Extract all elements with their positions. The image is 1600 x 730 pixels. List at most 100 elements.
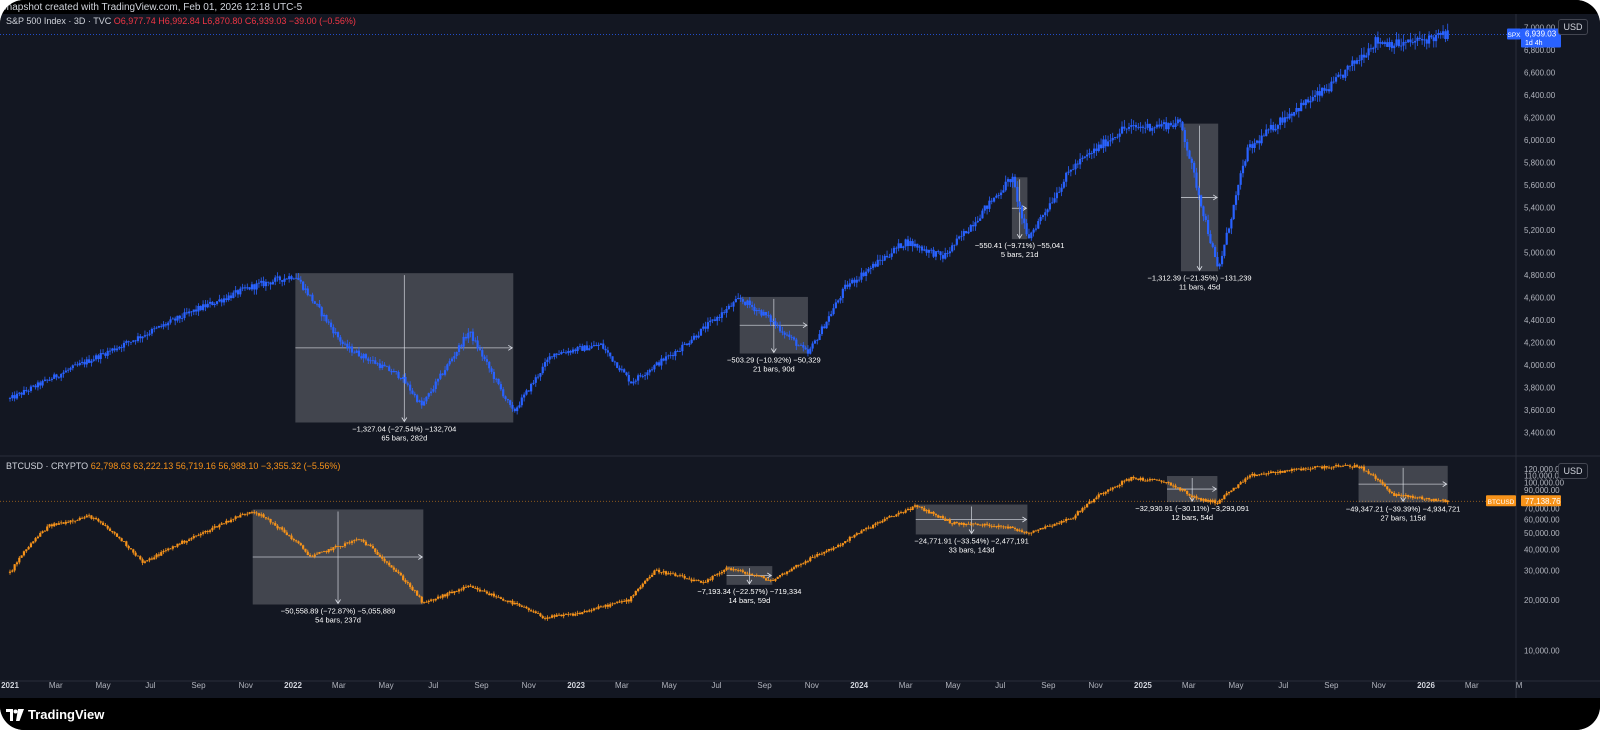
btc-candle-body [797,564,800,566]
btc-candle-body [711,575,714,580]
spx-candle-body [302,281,305,290]
btc-candle-body [865,528,868,530]
btc-candle-body [222,523,226,525]
btc-candle-body [481,590,484,592]
btc-candle-body [467,585,470,587]
btc-candle-body [504,600,507,602]
spx-candle-body [157,325,160,328]
spx-legend-symbol[interactable]: S&P 500 Index · 3D · TVC [6,16,112,26]
spx-candle-body [1365,55,1368,58]
spx-candle-body [932,249,935,257]
spx-candle-body [744,301,747,305]
btc-candle-body [1325,466,1328,468]
spx-candle-body [760,310,763,316]
spx-candle-body [1300,102,1303,112]
btc-candle-body [1337,465,1340,467]
btc-legend[interactable]: BTCUSD · CRYPTO 62,798.63 63,222.13 56,7… [6,461,340,471]
spx-candle-body [1341,74,1345,78]
spx-currency-button[interactable]: USD [1558,19,1588,35]
spx-candle-body [1088,153,1091,155]
spx-candle-body [346,343,349,349]
btc-candle-body [167,548,170,551]
spx-candle-body [916,243,919,248]
spx-candle-body [1102,139,1105,149]
spx-candle-body [1218,264,1221,267]
btc-legend-symbol[interactable]: BTCUSD · CRYPTO [6,461,89,471]
btc-candle-body [555,614,558,617]
chart-area[interactable]: −1,327.04 (−27.54%) −132,704 65 bars, 282… [0,14,1600,698]
spx-candle-body [1293,112,1296,116]
btc-candle-body [334,545,337,548]
spx-legend[interactable]: S&P 500 Index · 3D · TVC O6,977.74 H6,99… [6,16,356,26]
spx-candle-body [41,380,44,386]
btc-candle-body [1316,466,1319,468]
btc-candle-body [1344,465,1347,466]
spx-symbol-tag [1507,28,1521,40]
btc-candle-body [962,522,965,526]
btc-candle-body [1106,489,1110,492]
spx-candle-body [976,220,979,223]
spx-candle-body [941,255,944,259]
measure-arrow-down [335,599,341,605]
btc-candle-body [1134,478,1138,480]
spx-symbol-tag-text: SPX [1507,32,1521,39]
spx-candle-body [1030,232,1033,239]
btc-candle-body [937,515,940,518]
spx-candle-body [895,247,898,249]
spx-candle-body [27,390,30,392]
btc-candle-body [69,520,72,523]
spx-candle-body [341,341,344,344]
btc-candle-body [404,580,407,583]
spx-candle-body [253,284,256,290]
spx-candle-body [1220,255,1224,265]
spx-candle-body [60,374,63,378]
spx-candle-body [1132,125,1135,126]
spx-candle-body [732,302,735,307]
btc-currency-button[interactable]: USD [1558,463,1588,479]
btc-candle-body [625,599,628,602]
spx-price-tick: 4,400.00 [1524,316,1556,325]
spx-candle-body [57,377,60,379]
spx-candle-body [409,384,412,391]
spx-candle-body [827,316,830,322]
tradingview-logo[interactable]: TradingView [6,707,104,722]
btc-candle-body [29,543,33,548]
spx-candle-body [1202,206,1205,217]
spx-candle-body [865,271,868,276]
btc-candle-body [511,600,514,605]
btc-candle-body [485,591,489,594]
spx-candle-body [1402,41,1405,46]
spx-candle-body [839,297,842,301]
time-tick: Nov [1372,681,1386,690]
spx-candle-body [1304,99,1307,106]
spx-candle-body [762,311,765,316]
spx-candle-body [199,305,202,310]
btc-candle-body [713,575,716,576]
spx-candle-body [730,305,733,307]
btc-candle-body [1148,479,1152,481]
btc-candle-body [1011,526,1014,528]
spx-candle-body [146,334,149,336]
spx-candle-body [578,346,582,347]
btc-candle-body [1209,500,1212,503]
btc-candle-body [657,569,661,573]
measure-label-bars: 65 bars, 282d [381,434,427,443]
btc-candle-body [1141,477,1145,481]
btc-candle-body [1139,477,1142,480]
spx-candle-body [1032,229,1035,233]
btc-candle-body [892,516,896,518]
btc-candle-body [581,612,584,615]
spx-candle-body [1400,45,1403,47]
btc-candle-body [899,511,903,513]
spx-candle-body [246,287,249,289]
spx-candle-body [48,379,51,381]
btc-candle-body [120,538,123,542]
btc-candle-body [771,580,775,581]
btc-candle-body [1418,496,1421,498]
spx-candle-body [420,400,423,406]
btc-candle-body [1432,498,1435,501]
spx-candle-body [1146,123,1149,128]
btc-candle-body [297,541,300,544]
